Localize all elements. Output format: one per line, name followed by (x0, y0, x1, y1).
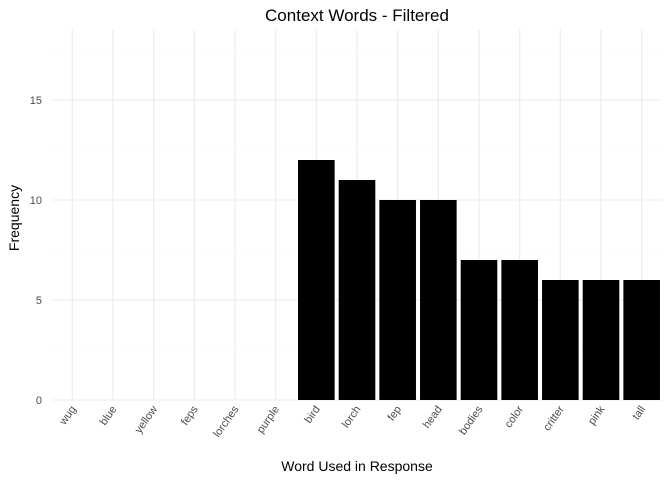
bar-tall (623, 280, 660, 400)
x-tick-label: head (421, 404, 445, 431)
bar-color (501, 260, 538, 400)
chart-title: Context Words - Filtered (265, 6, 449, 25)
y-tick-label: 15 (30, 95, 42, 107)
x-tick-label: pink (586, 403, 608, 427)
bar-bodies (460, 260, 498, 400)
bars (298, 160, 660, 400)
y-tick-label: 5 (36, 295, 42, 307)
x-tick-label: lorches (211, 403, 241, 439)
x-tick-label: fep (386, 404, 405, 423)
bar-critter (542, 280, 579, 400)
x-tick-label: blue (98, 404, 120, 428)
x-tick-label: tall (630, 404, 648, 422)
y-tick-label: 0 (36, 395, 42, 407)
y-tick-label: 10 (30, 195, 42, 207)
x-tick-label: bodies (457, 403, 486, 437)
x-tick-label: feps (179, 403, 201, 427)
x-tick-label: lorch (340, 404, 364, 430)
bar-head (420, 200, 457, 400)
bar-pink (582, 280, 620, 400)
bar-lorch (338, 180, 376, 400)
x-tick-label: critter (541, 404, 567, 434)
x-tick-label: yellow (133, 404, 160, 436)
bar-bird (298, 160, 335, 400)
y-axis-title: Frequency (6, 185, 22, 251)
x-tick-label: purple (255, 404, 282, 436)
x-tick-label: wug (57, 404, 79, 428)
bar-fep (379, 200, 416, 400)
x-axis-ticks: wug blue yellow feps lorches purple bird lorch f… (57, 403, 648, 439)
x-tick-label: color (503, 404, 527, 431)
x-axis-title: Word Used in Response (281, 458, 433, 474)
x-tick-label: bird (302, 404, 322, 426)
y-axis-ticks: 0 5 10 15 (30, 95, 42, 407)
